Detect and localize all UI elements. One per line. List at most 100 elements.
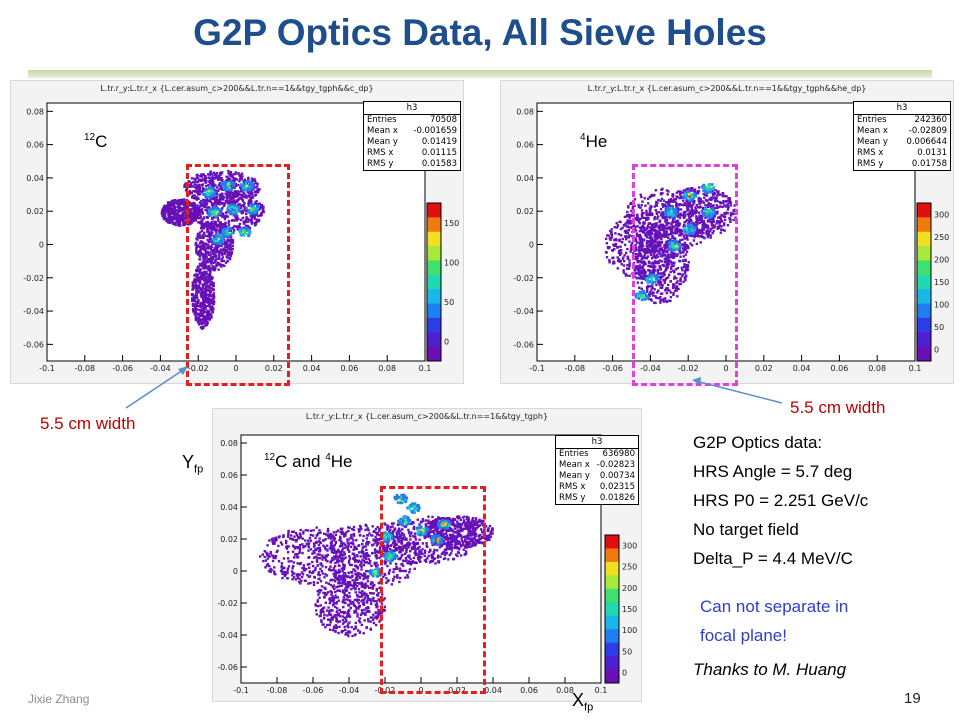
density-cell (201, 183, 205, 186)
density-cell (713, 226, 716, 229)
density-cell (693, 199, 696, 203)
density-cell (218, 232, 221, 235)
density-cell (307, 546, 311, 549)
density-cell (657, 250, 661, 253)
density-cell (271, 554, 274, 557)
density-cell (195, 296, 198, 300)
density-cell (226, 193, 229, 196)
density-cell (662, 212, 665, 215)
hot-spot-cell (213, 212, 217, 216)
density-cell (669, 232, 673, 236)
density-cell (628, 226, 632, 229)
density-cell (675, 195, 678, 198)
y-tick-label: 0.02 (26, 207, 44, 216)
density-cell (713, 191, 716, 195)
density-map (604, 183, 737, 305)
hot-spot-cell (634, 295, 638, 299)
density-cell (211, 217, 214, 221)
density-cell (649, 270, 652, 274)
density-cell (244, 218, 248, 221)
y-tick-label: 0.06 (516, 141, 534, 150)
hot-spot-cell (690, 223, 694, 227)
density-cell (287, 565, 291, 568)
hot-spot-cell (650, 277, 653, 280)
density-cell (694, 208, 698, 211)
density-cell (266, 557, 269, 560)
density-cell (640, 287, 643, 290)
density-cell (678, 224, 681, 227)
density-cell (195, 208, 198, 211)
hot-spot-cell (252, 211, 255, 215)
hot-spot-cell (687, 227, 691, 230)
density-cell (199, 303, 203, 307)
density-cell (608, 237, 612, 240)
hot-spot-cell (639, 291, 642, 295)
density-cell (329, 565, 332, 568)
density-cell (223, 217, 227, 221)
density-cell (681, 214, 685, 217)
density-cell (209, 283, 212, 286)
density-cell (253, 215, 256, 218)
density-cell (619, 259, 623, 263)
density-cell (199, 326, 203, 329)
hot-spot-cell (240, 184, 243, 188)
density-cell (709, 218, 713, 221)
hot-spot-cell (243, 188, 247, 192)
density-cell (665, 267, 668, 270)
density-cell (660, 236, 663, 240)
density-cell (655, 241, 658, 244)
density-cell (722, 223, 726, 227)
density-cell (194, 294, 197, 298)
density-cell (673, 225, 676, 228)
hot-spot-cell (222, 186, 226, 190)
density-cell (204, 184, 208, 188)
density-cell (337, 568, 341, 572)
plot-header: L.tr.r_y:L.tr.r_x {L.cer.asum_c>200&&L.t… (587, 84, 867, 93)
density-cell (334, 533, 338, 536)
mass-number: 4 (580, 132, 586, 143)
hot-spot-cell (250, 203, 253, 207)
density-cell (690, 244, 694, 247)
density-cell (320, 569, 324, 573)
density-cell (226, 250, 229, 254)
density-cell (637, 245, 641, 249)
density-cell (235, 199, 238, 202)
hot-spot-cell (228, 206, 231, 209)
hot-spot-cell (642, 297, 645, 301)
density-cell (308, 536, 312, 540)
density-cell (259, 555, 262, 558)
density-cell (262, 205, 265, 208)
density-cell (170, 212, 173, 215)
density-cell (322, 556, 325, 559)
density-cell (177, 207, 181, 211)
density-cell (649, 195, 653, 198)
density-cell (250, 194, 254, 197)
hot-spot-cell (679, 246, 682, 249)
density-cell (723, 229, 726, 232)
density-cell (676, 207, 679, 210)
density-cell (307, 539, 310, 542)
density-cell (262, 207, 265, 211)
hot-spot-cell (215, 241, 219, 245)
density-cell (671, 234, 674, 238)
density-cell (722, 199, 725, 203)
density-cell (291, 538, 295, 541)
density-cell (682, 225, 685, 228)
density-cell (687, 187, 690, 190)
density-cell (180, 213, 184, 216)
hot-spot-cell (682, 196, 686, 200)
density-cell (207, 286, 210, 289)
density-cell (305, 542, 308, 545)
density-cell (652, 241, 655, 244)
density-cell (672, 199, 676, 203)
color-bar-step (427, 260, 441, 276)
density-cell (608, 246, 611, 249)
density-cell (201, 263, 205, 266)
density-cell (198, 201, 202, 204)
density-cell (202, 301, 206, 304)
density-cell (188, 200, 191, 204)
color-bar-step (917, 317, 931, 333)
y-tick-label: 0.02 (516, 207, 534, 216)
density-cell (654, 229, 657, 233)
density-cell (196, 184, 200, 187)
